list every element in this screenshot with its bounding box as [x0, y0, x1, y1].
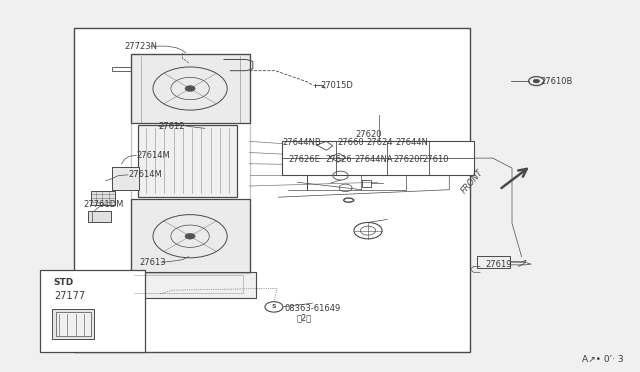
Text: 27660: 27660 — [337, 138, 364, 147]
Text: 27613: 27613 — [140, 258, 166, 267]
Bar — [52, 309, 94, 339]
Text: （2）: （2） — [296, 314, 312, 323]
Bar — [112, 167, 139, 190]
Bar — [91, 191, 115, 205]
Bar — [56, 312, 91, 336]
Circle shape — [185, 233, 195, 239]
Text: 27620: 27620 — [356, 130, 382, 139]
Bar — [131, 199, 250, 273]
Bar — [128, 272, 256, 298]
Bar — [131, 54, 250, 123]
Bar — [74, 28, 470, 352]
Text: 27626: 27626 — [325, 155, 352, 164]
Text: 27626E: 27626E — [289, 155, 321, 164]
Text: STD: STD — [53, 278, 74, 287]
Text: 27619: 27619 — [485, 260, 511, 269]
Text: 27723N: 27723N — [125, 42, 158, 51]
Text: 08363-61649: 08363-61649 — [285, 304, 341, 313]
Text: 27614M: 27614M — [136, 151, 170, 160]
Text: FRONT: FRONT — [460, 168, 485, 196]
Text: 27614M: 27614M — [128, 170, 162, 179]
Bar — [138, 125, 237, 197]
Text: S: S — [271, 304, 276, 310]
Circle shape — [185, 86, 195, 92]
Bar — [88, 211, 111, 222]
Text: 27761DM: 27761DM — [83, 200, 124, 209]
Bar — [477, 256, 510, 268]
Text: 27620F: 27620F — [393, 155, 424, 164]
Circle shape — [533, 79, 540, 83]
Text: 27644NB: 27644NB — [282, 138, 321, 147]
Text: 27644N: 27644N — [396, 138, 428, 147]
Text: 27610: 27610 — [422, 155, 449, 164]
Bar — [40, 270, 145, 352]
Text: 27612: 27612 — [159, 122, 185, 131]
Text: 27177: 27177 — [54, 291, 86, 301]
Text: A↗• 0ʹ· 3: A↗• 0ʹ· 3 — [582, 355, 624, 364]
Bar — [282, 141, 474, 175]
Text: 27610B: 27610B — [541, 77, 573, 86]
Text: 27015D: 27015D — [320, 81, 353, 90]
Text: 27644NA: 27644NA — [355, 155, 393, 164]
Text: 27624: 27624 — [366, 138, 392, 147]
